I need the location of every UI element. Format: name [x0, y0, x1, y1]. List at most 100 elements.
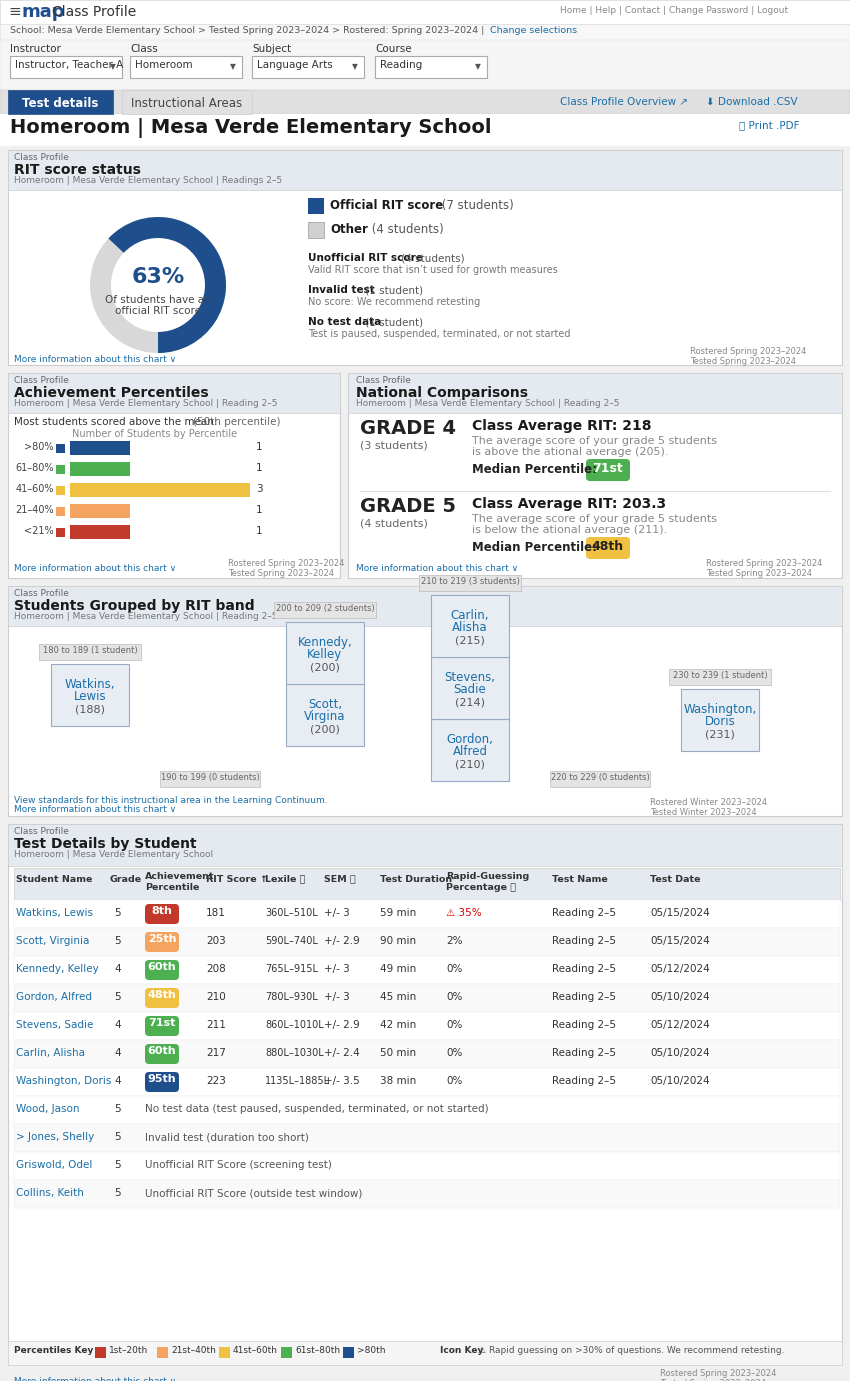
Bar — [0, 90, 850, 115]
Text: Class Profile: Class Profile — [356, 376, 411, 385]
Text: The average score of your grade 5 students: The average score of your grade 5 studen… — [472, 436, 717, 446]
Text: Rostered Spring 2023–2024
Tested Spring 2023–2024: Rostered Spring 2023–2024 Tested Spring … — [660, 1369, 776, 1381]
Text: Reading 2–5: Reading 2–5 — [552, 964, 616, 974]
Text: Kennedy, Kelley: Kennedy, Kelley — [16, 964, 99, 974]
Bar — [56, 507, 65, 516]
Bar — [281, 1346, 292, 1358]
FancyBboxPatch shape — [145, 932, 179, 952]
Text: Carlin,: Carlin, — [450, 609, 490, 621]
Bar — [669, 668, 771, 685]
Text: Wood, Jason: Wood, Jason — [16, 1103, 80, 1114]
Text: 41st–60th: 41st–60th — [233, 1346, 278, 1355]
Text: (200): (200) — [310, 661, 340, 673]
Text: +/- 3: +/- 3 — [324, 907, 349, 918]
Text: 5: 5 — [115, 907, 122, 918]
Bar — [8, 586, 842, 626]
Text: Reading 2–5: Reading 2–5 — [552, 1076, 616, 1085]
Text: 180 to 189 (1 student): 180 to 189 (1 student) — [42, 646, 138, 655]
Text: GRADE 4: GRADE 4 — [360, 418, 456, 438]
Text: Class: Class — [130, 44, 158, 54]
Bar — [8, 151, 842, 365]
Text: (50th percentile): (50th percentile) — [193, 417, 280, 427]
Text: Lewis: Lewis — [74, 690, 106, 703]
Text: 1: 1 — [256, 463, 263, 474]
Text: Class Profile: Class Profile — [14, 153, 69, 162]
Text: 5: 5 — [115, 1188, 122, 1197]
Text: No test data: No test data — [308, 318, 382, 327]
Text: Students Grouped by RIT band: Students Grouped by RIT band — [14, 599, 255, 613]
Text: 5: 5 — [115, 1103, 122, 1114]
Text: Kennedy,: Kennedy, — [298, 637, 353, 649]
Text: +/- 2.9: +/- 2.9 — [324, 1021, 360, 1030]
Bar — [8, 824, 842, 866]
Text: Virgina: Virgina — [304, 710, 346, 724]
Text: (3 students): (3 students) — [360, 441, 428, 450]
Text: 05/12/2024: 05/12/2024 — [650, 964, 710, 974]
Text: +/- 2.9: +/- 2.9 — [324, 936, 360, 946]
Text: 49 min: 49 min — [380, 964, 416, 974]
Bar — [157, 1346, 168, 1358]
Text: 4: 4 — [115, 1021, 122, 1030]
Text: official RIT score: official RIT score — [115, 307, 201, 316]
Text: 61st–80th: 61st–80th — [295, 1346, 340, 1355]
Text: 05/12/2024: 05/12/2024 — [650, 1021, 710, 1030]
Text: 223: 223 — [206, 1076, 226, 1085]
FancyBboxPatch shape — [145, 960, 179, 981]
Text: Reading 2–5: Reading 2–5 — [552, 1048, 616, 1058]
Bar — [308, 197, 324, 214]
Text: +/- 3.5: +/- 3.5 — [324, 1076, 360, 1085]
Text: Instructor: Instructor — [10, 44, 61, 54]
Text: Class Profile: Class Profile — [14, 590, 69, 598]
Text: Watkins, Lewis: Watkins, Lewis — [16, 907, 93, 918]
Text: 0%: 0% — [446, 1021, 462, 1030]
Text: Scott,: Scott, — [308, 697, 342, 711]
Bar — [56, 465, 65, 474]
Text: Percentile: Percentile — [145, 882, 200, 892]
Bar — [286, 621, 364, 684]
Text: 05/10/2024: 05/10/2024 — [650, 1076, 710, 1085]
Bar — [14, 1179, 840, 1208]
Bar — [8, 373, 340, 579]
Text: Language Arts: Language Arts — [257, 59, 332, 70]
Bar — [39, 644, 141, 660]
Text: School: Mesa Verde Elementary School > Tested Spring 2023–2024 > Rostered: Sprin: School: Mesa Verde Elementary School > T… — [10, 26, 487, 35]
Text: (4 students): (4 students) — [360, 518, 428, 528]
Bar — [419, 574, 521, 591]
Bar — [14, 928, 840, 956]
Text: Invalid test (duration too short): Invalid test (duration too short) — [145, 1132, 309, 1142]
Bar — [14, 1012, 840, 1040]
Text: Kelley: Kelley — [308, 648, 343, 661]
Bar — [14, 869, 840, 900]
Text: 2%: 2% — [446, 936, 462, 946]
Text: Reading 2–5: Reading 2–5 — [552, 936, 616, 946]
Wedge shape — [109, 217, 226, 354]
Text: View standards for this instructional area in the Learning Continuum.: View standards for this instructional ar… — [14, 795, 327, 805]
Bar — [56, 528, 65, 537]
Text: 90 min: 90 min — [380, 936, 416, 946]
Text: Valid RIT score that isn’t used for growth measures: Valid RIT score that isn’t used for grow… — [308, 265, 558, 275]
Text: 21–40%: 21–40% — [15, 505, 54, 515]
Bar — [130, 57, 242, 77]
Bar — [550, 771, 650, 787]
Text: RIT score status: RIT score status — [14, 163, 141, 177]
Text: >80%: >80% — [25, 442, 54, 452]
Text: Homeroom: Homeroom — [135, 59, 193, 70]
Bar — [8, 373, 340, 413]
Text: Class Profile: Class Profile — [52, 6, 136, 19]
Text: 1: 1 — [256, 505, 263, 515]
Text: 4: 4 — [115, 1076, 122, 1085]
Text: SEM ⓘ: SEM ⓘ — [324, 874, 356, 884]
Text: 5: 5 — [115, 936, 122, 946]
Text: Rostered Spring 2023–2024
Tested Spring 2023–2024: Rostered Spring 2023–2024 Tested Spring … — [690, 347, 807, 366]
Text: (210): (210) — [455, 760, 485, 769]
Text: 60th: 60th — [148, 1045, 176, 1056]
FancyBboxPatch shape — [586, 537, 630, 559]
Bar — [95, 1346, 106, 1358]
Text: 05/15/2024: 05/15/2024 — [650, 907, 710, 918]
Text: 25th: 25th — [148, 934, 176, 945]
Bar — [14, 1040, 840, 1068]
Bar — [0, 115, 850, 146]
Text: 208: 208 — [206, 964, 226, 974]
Text: Class Profile: Class Profile — [14, 827, 69, 836]
Bar — [0, 40, 850, 90]
